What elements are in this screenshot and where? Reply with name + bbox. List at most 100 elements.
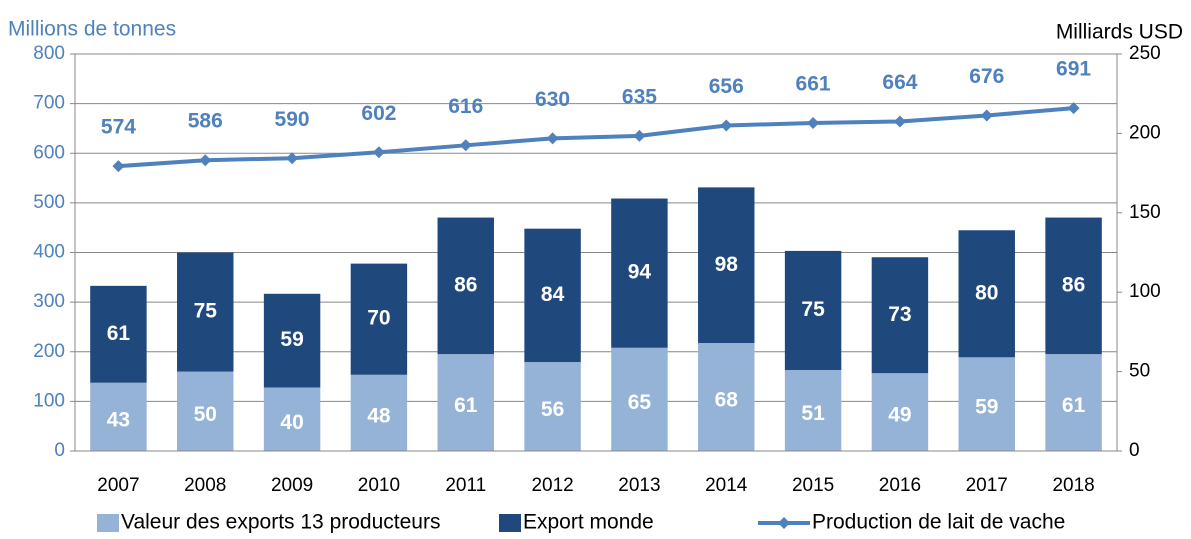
data-label: 65 xyxy=(628,391,652,414)
bar-segment xyxy=(263,293,321,388)
bar-segment xyxy=(1045,217,1102,355)
bar-segment xyxy=(958,357,1015,451)
y2-axis-title: Milliards USD xyxy=(1056,21,1183,44)
bar-segment xyxy=(177,371,234,451)
data-label: 61 xyxy=(107,322,131,345)
data-label: 48 xyxy=(367,404,391,427)
line-marker xyxy=(893,115,906,128)
data-label: 574 xyxy=(101,116,136,139)
x-tick-label: 2016 xyxy=(879,475,921,496)
data-label: 56 xyxy=(541,398,564,421)
data-label: 676 xyxy=(969,65,1004,88)
data-label: 616 xyxy=(448,95,483,118)
x-tick-label: 2011 xyxy=(445,475,486,496)
data-label: 630 xyxy=(535,88,570,111)
data-label: 75 xyxy=(194,300,218,323)
line-marker xyxy=(633,129,646,142)
x-tick-label: 2010 xyxy=(358,475,400,496)
y-tick-label: 400 xyxy=(33,242,65,263)
y2-tick-label: 250 xyxy=(1129,43,1161,64)
y-tick-label: 700 xyxy=(33,93,65,114)
bar-segment xyxy=(177,252,234,372)
bar-segment xyxy=(437,354,494,451)
data-label: 84 xyxy=(541,283,565,306)
bar-segment xyxy=(958,230,1015,358)
x-tick-label: 2013 xyxy=(618,475,660,496)
bar-segment xyxy=(698,187,755,344)
data-label: 59 xyxy=(280,328,303,351)
bar-segment xyxy=(263,387,321,451)
legend-swatch xyxy=(97,514,119,532)
bar-segment xyxy=(871,373,929,451)
data-label: 51 xyxy=(801,402,825,425)
data-label: 68 xyxy=(715,389,739,412)
bar-segment xyxy=(350,374,408,451)
y-axis-title: Millions de tonnes xyxy=(8,18,176,41)
data-label: 40 xyxy=(280,411,303,434)
y2-tick-label: 50 xyxy=(1129,361,1150,382)
y-tick-label: 600 xyxy=(33,142,65,163)
bar-segment xyxy=(524,362,581,451)
legend-swatch xyxy=(499,514,521,532)
y2-tick-label: 200 xyxy=(1129,122,1161,143)
legend-label: Export monde xyxy=(523,511,654,534)
x-tick-label: 2009 xyxy=(271,475,313,496)
line-marker xyxy=(459,139,472,152)
x-tick-label: 2007 xyxy=(97,475,139,496)
data-label: 586 xyxy=(188,110,223,133)
data-label: 75 xyxy=(801,298,825,321)
x-tick-label: 2008 xyxy=(184,475,226,496)
y2-tick-label: 0 xyxy=(1129,440,1140,461)
y2-tick-label: 150 xyxy=(1129,202,1161,223)
data-label: 590 xyxy=(275,108,310,131)
y-tick-label: 500 xyxy=(33,192,65,213)
data-label: 49 xyxy=(888,404,911,427)
x-tick-label: 2015 xyxy=(792,475,834,496)
bar-segment xyxy=(90,382,147,451)
data-label: 50 xyxy=(194,403,217,426)
y2-tick-label: 100 xyxy=(1129,281,1161,302)
line-marker xyxy=(807,116,820,129)
x-tick-label: 2017 xyxy=(966,475,1008,496)
legend-marker xyxy=(778,517,790,529)
data-label: 86 xyxy=(1062,273,1085,296)
line xyxy=(118,106,1074,169)
y-tick-label: 200 xyxy=(33,341,65,362)
data-label: 61 xyxy=(454,394,478,417)
y-tick-label: 800 xyxy=(33,43,65,64)
line-marker xyxy=(546,132,559,145)
data-label: 94 xyxy=(628,261,652,284)
x-tick-label: 2018 xyxy=(1052,475,1094,496)
line-marker xyxy=(112,160,125,173)
bar-segment xyxy=(611,347,668,451)
legend-label: Valeur des exports 13 producteurs xyxy=(121,511,440,534)
bar-segment xyxy=(611,198,668,348)
data-label: 61 xyxy=(1062,394,1086,417)
data-label: 656 xyxy=(709,75,744,98)
line-marker xyxy=(286,152,299,165)
line-marker xyxy=(199,154,212,167)
line-marker xyxy=(980,109,993,122)
data-label: 661 xyxy=(796,73,831,96)
legend-label: Production de lait de vache xyxy=(812,511,1065,534)
line-marker xyxy=(1067,102,1080,115)
data-label: 43 xyxy=(107,408,130,431)
y-tick-label: 100 xyxy=(33,390,65,411)
x-tick-label: 2014 xyxy=(705,475,748,496)
data-label: 635 xyxy=(622,85,657,108)
line-marker xyxy=(720,119,733,132)
data-label: 86 xyxy=(454,273,477,296)
data-label: 73 xyxy=(888,303,911,326)
bar-segment xyxy=(437,217,494,355)
bar-segment xyxy=(350,263,408,375)
data-label: 602 xyxy=(361,102,396,125)
bar-segment xyxy=(524,228,581,363)
bar-segment xyxy=(871,257,929,374)
bar-segment xyxy=(784,370,842,451)
bar-segment xyxy=(784,250,842,371)
data-label: 664 xyxy=(882,71,917,94)
data-label: 70 xyxy=(367,307,390,330)
data-label: 98 xyxy=(715,253,739,276)
data-label: 691 xyxy=(1056,58,1091,81)
